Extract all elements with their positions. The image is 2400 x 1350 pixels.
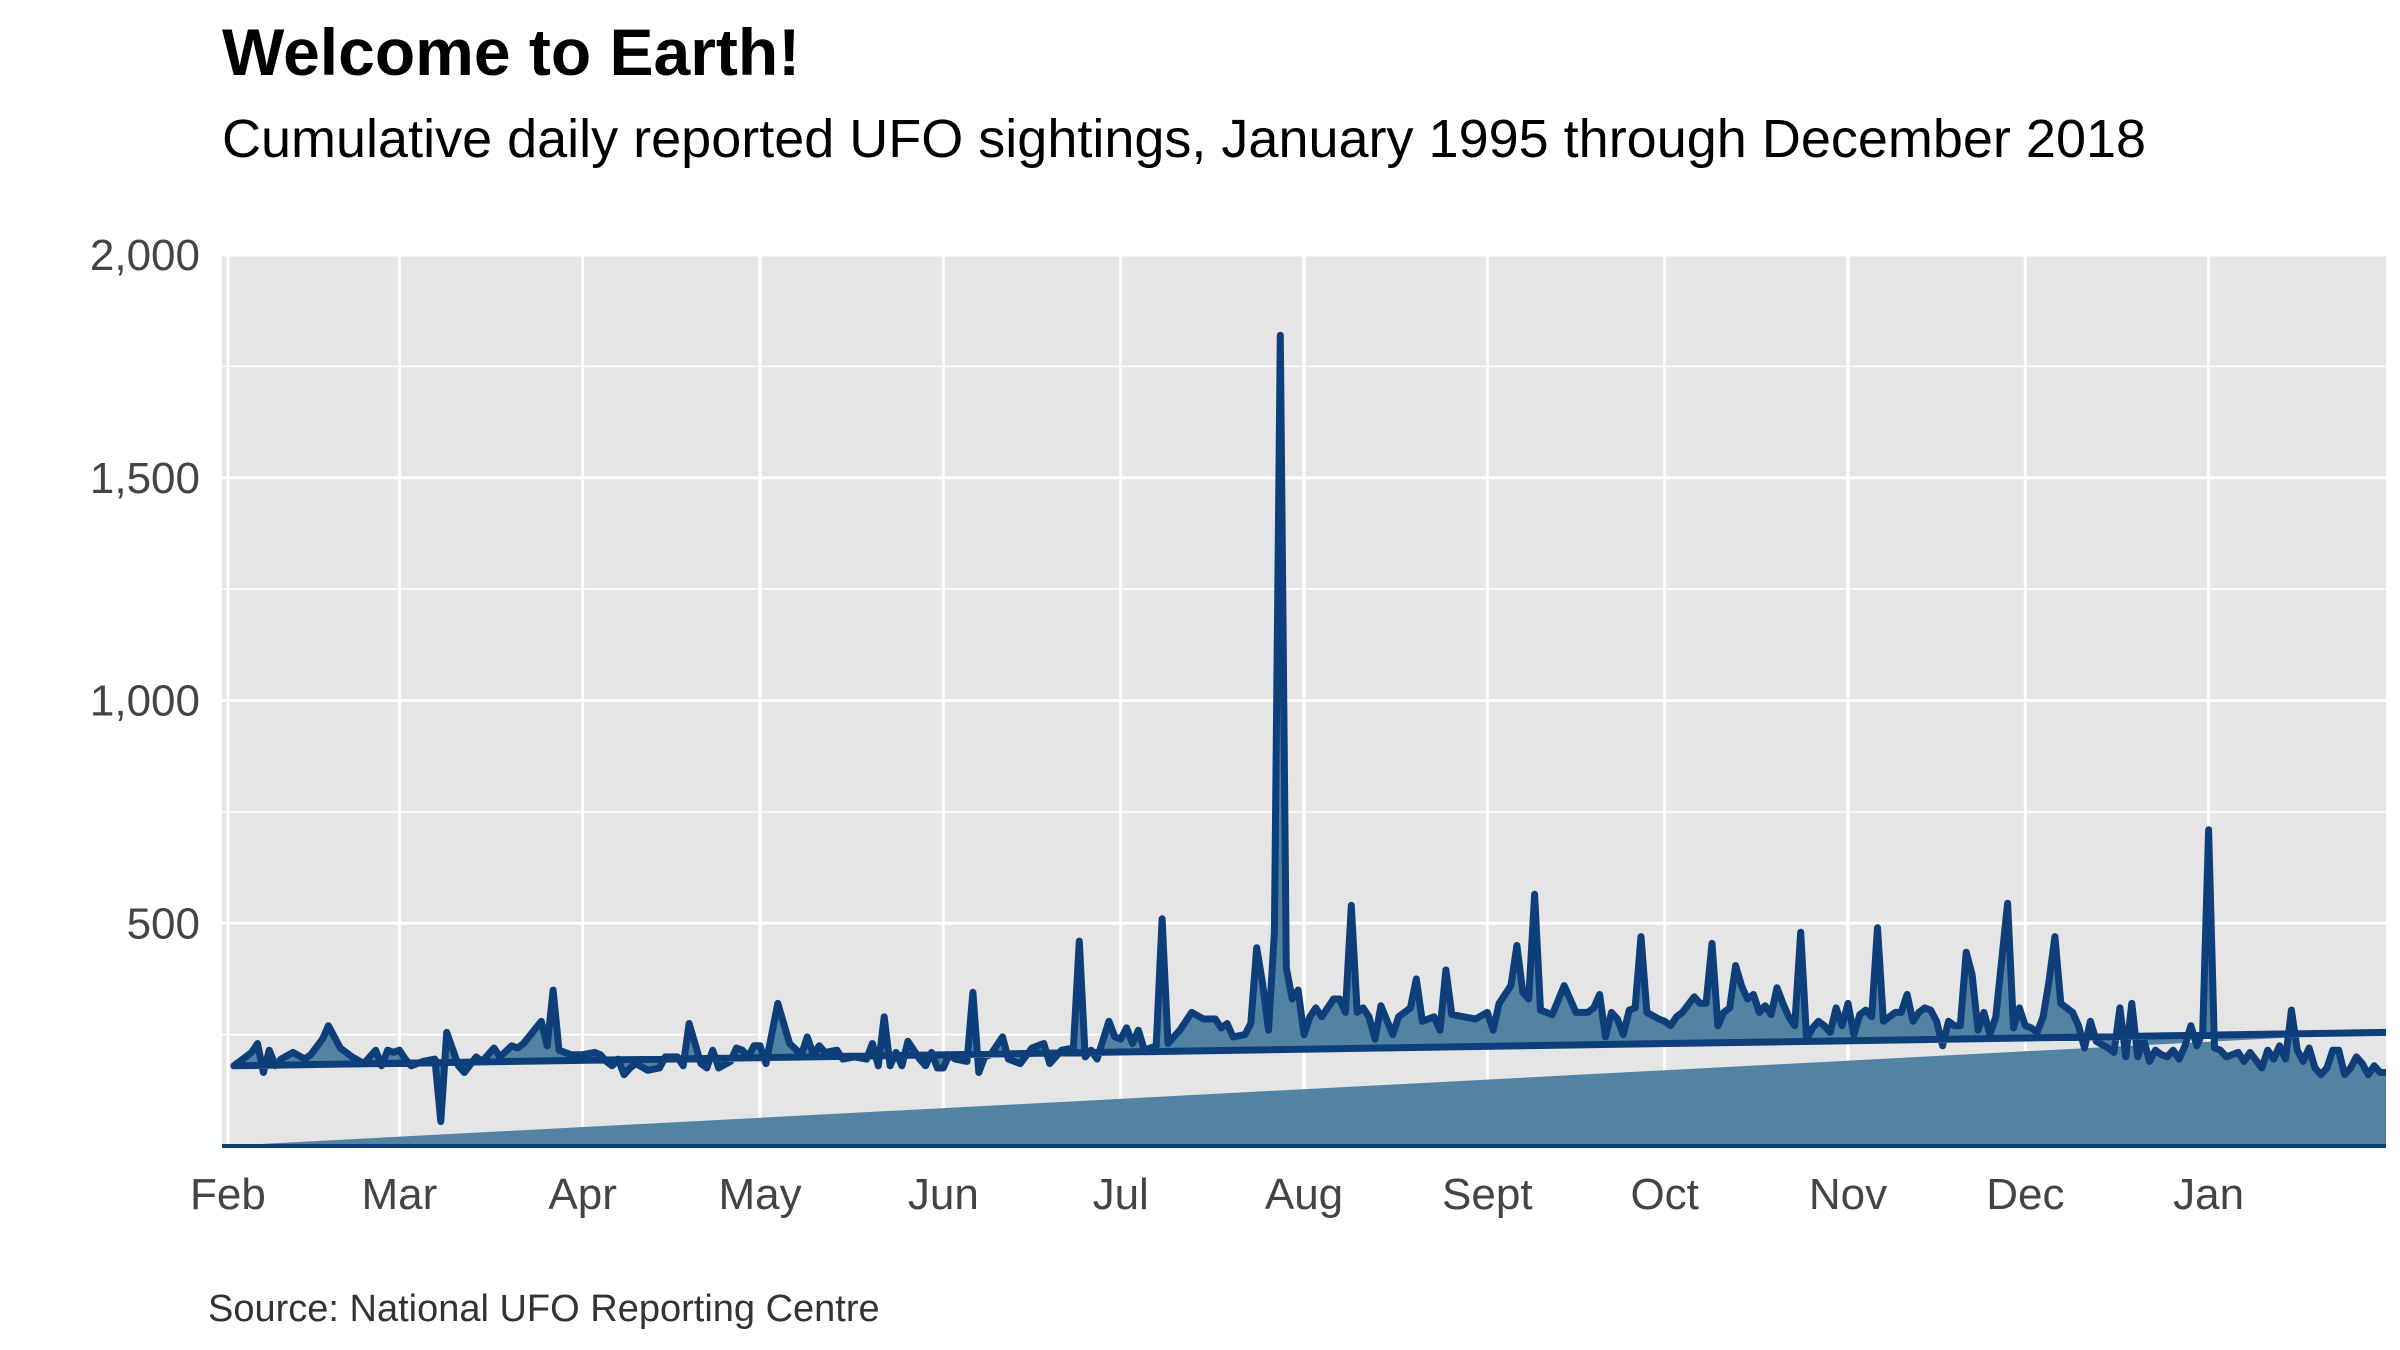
- x-tick-label-apr: Apr: [548, 1170, 616, 1219]
- x-tick-label-dec: Dec: [1986, 1170, 2064, 1219]
- y-tick-label: 1,500: [90, 454, 200, 503]
- x-tick-label-mar: Mar: [361, 1170, 437, 1219]
- sightings-line: [230, 331, 2387, 1125]
- chart-title: Welcome to Earth!: [222, 15, 801, 89]
- y-tick-label: 1,000: [90, 677, 200, 726]
- x-tick-label-jun: Jun: [908, 1170, 979, 1219]
- x-axis-tick-labels: Feb Mar Apr May Jun Jul Aug Sept Oct Nov Dec Jan: [190, 1170, 2244, 1219]
- x-tick-label-oct: Oct: [1630, 1170, 1698, 1219]
- x-tick-label-may: May: [718, 1170, 801, 1219]
- y-tick-label: 500: [127, 899, 200, 948]
- x-tick-label-jan: Jan: [2173, 1170, 2244, 1219]
- x-tick-label-nov: Nov: [1809, 1170, 1887, 1219]
- chart-subtitle: Cumulative daily reported UFO sightings,…: [222, 109, 2147, 169]
- y-tick-label: 2,000: [90, 231, 200, 280]
- x-tick-label-feb: Feb: [190, 1170, 266, 1219]
- x-tick-label-sept: Sept: [1442, 1170, 1533, 1219]
- chart-caption: Source: National UFO Reporting Centre: [208, 1288, 880, 1330]
- x-tick-label-jul: Jul: [1093, 1170, 1149, 1219]
- y-axis-tick-labels: 500 1,000 1,500 2,000: [90, 231, 200, 948]
- x-tick-label-aug: Aug: [1265, 1170, 1343, 1219]
